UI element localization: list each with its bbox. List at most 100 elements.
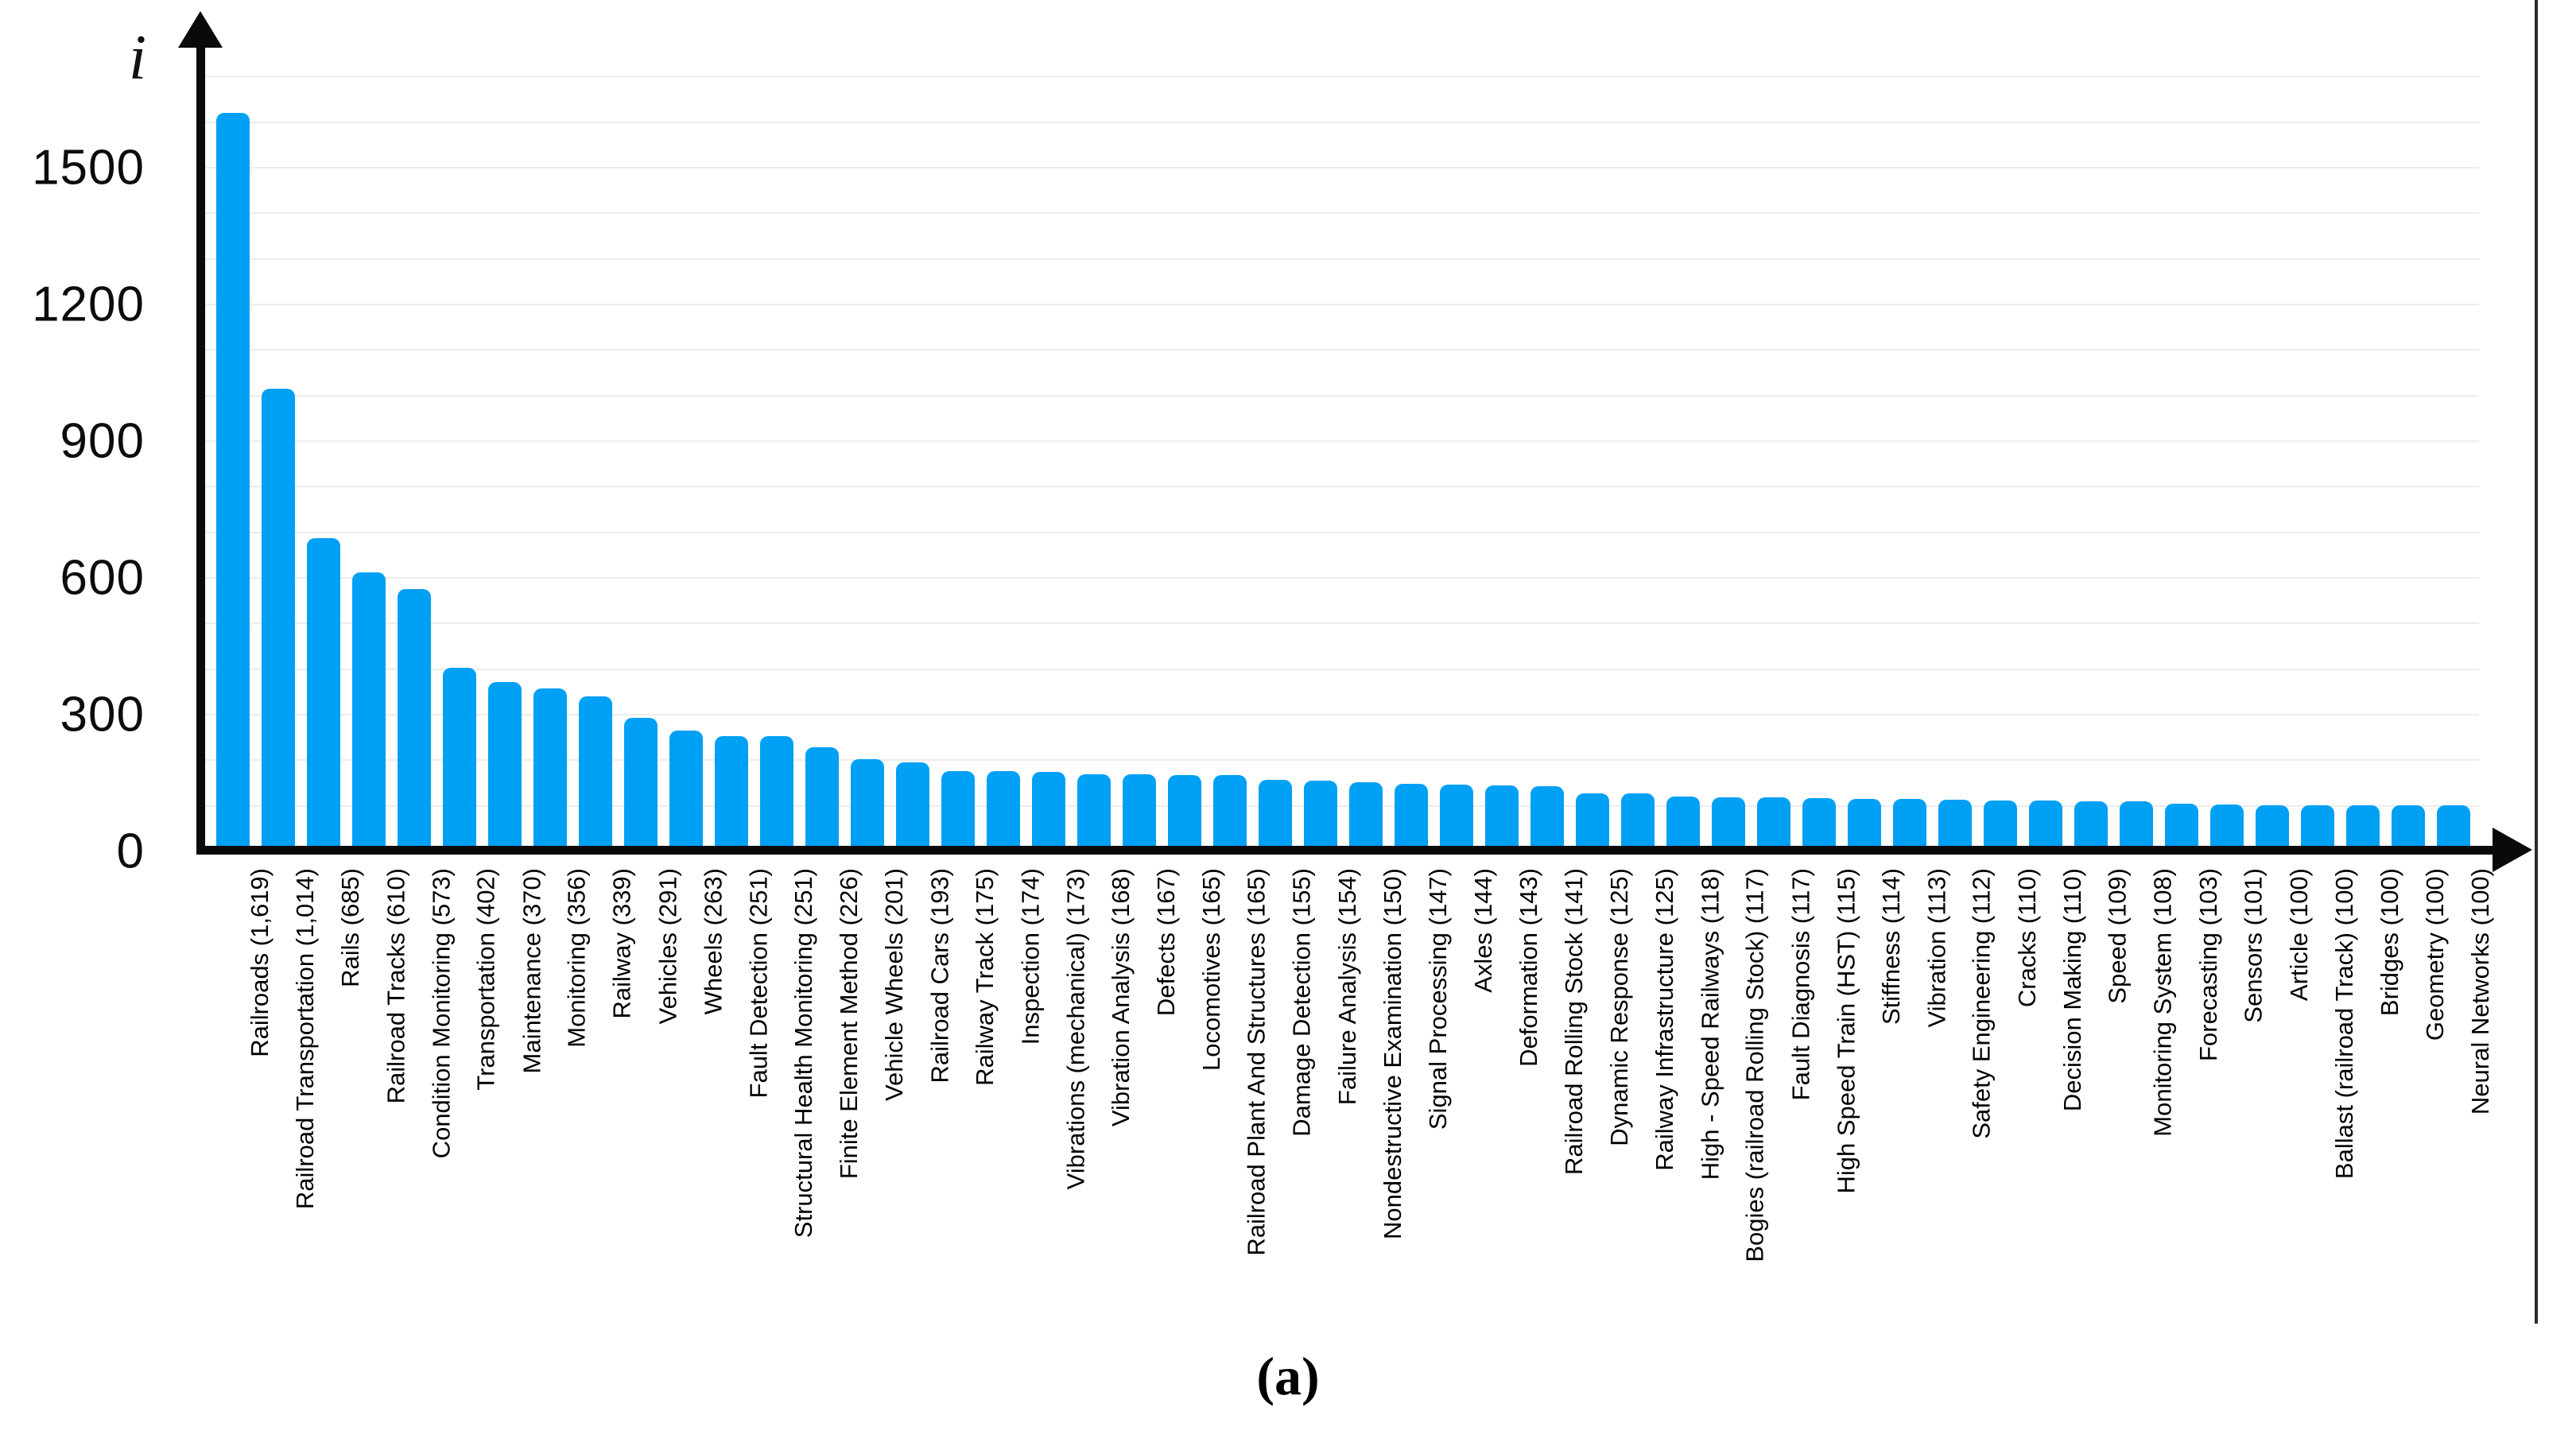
grid-line [205, 167, 2479, 169]
x-axis-line [196, 846, 2502, 855]
x-category-label: Locomotives (165) [1197, 868, 1225, 1072]
grid-line [205, 258, 2479, 260]
y-tick-label: 300 [60, 687, 145, 742]
bar-Stiffness (114) [1848, 799, 1881, 851]
x-category-label: Vehicle Wheels (201) [880, 868, 908, 1101]
bar-Inspection (174) [987, 771, 1020, 851]
x-category-label: Decision Making (110) [2058, 868, 2086, 1112]
bar-Transportation (402) [443, 668, 476, 851]
bar-Monitoring System (108) [2120, 801, 2153, 851]
bar-Locomotives (165) [1168, 775, 1201, 851]
x-category-label: Ballast (railroad Track) (100) [2330, 868, 2358, 1180]
bar-Wheels (263) [669, 731, 703, 851]
figure-right-border [2535, 0, 2538, 1324]
bar-Monitoring (356) [533, 688, 567, 851]
grid-line [205, 532, 2479, 533]
x-category-label: Failure Analysis (154) [1333, 868, 1361, 1106]
grid-line [205, 486, 2479, 487]
bar-Railroad Rolling Stock (141) [1530, 786, 1564, 851]
bar-Nondestructive Examination (150) [1349, 782, 1383, 851]
x-category-label: Sensors (101) [2240, 868, 2268, 1023]
x-category-label: Bogies (railroad Rolling Stock) (117) [1741, 868, 1769, 1262]
x-category-label: Monitoring System (108) [2149, 868, 2177, 1137]
x-category-label: Cracks (110) [2013, 868, 2041, 1008]
y-tick-label: 0 [116, 824, 145, 879]
x-category-label: Condition Monitoring (573) [427, 868, 455, 1159]
y-tick-label: 1200 [32, 277, 145, 332]
x-category-label: Safety Engineering (112) [1968, 868, 1996, 1139]
bar-Signal Processing (147) [1395, 784, 1428, 851]
bar-Railway Infrastructure (125) [1621, 793, 1655, 851]
bar-Rails (685) [307, 538, 340, 851]
x-category-label: Vehicles (291) [654, 868, 681, 1025]
bar-Vehicles (291) [624, 718, 658, 851]
bar-Vibration Analysis (168) [1077, 774, 1111, 851]
x-category-label: Railway (339) [608, 868, 636, 1019]
x-category-label: Transportation (402) [472, 868, 500, 1091]
bar-Railroad Transportation (1,014) [262, 389, 295, 851]
y-axis-arrowhead [178, 11, 223, 48]
x-category-label: Fault Detection (251) [744, 868, 772, 1099]
bar-Railway Track (175) [941, 771, 975, 851]
x-category-label: Neural Networks (100) [2466, 868, 2494, 1115]
x-category-label: Railroad Rolling Stock (141) [1560, 868, 1588, 1175]
grid-line [205, 622, 2479, 624]
bar-Railroad Cars (193) [896, 762, 929, 851]
bar-Fault Diagnosis (117) [1757, 797, 1790, 851]
y-tick-label: 900 [60, 413, 145, 469]
x-category-label: Railway Track (175) [971, 868, 999, 1086]
x-category-label: Article (100) [2285, 868, 2313, 1002]
x-category-label: Stiffness (114) [1877, 868, 1905, 1025]
bar-Vehicle Wheels (201) [851, 759, 884, 851]
x-category-label: Speed (109) [2104, 868, 2132, 1004]
grid-line [205, 212, 2479, 214]
bar-Vibrations (mechanical) (173) [1032, 772, 1065, 851]
grid-line [205, 76, 2479, 77]
x-category-label: Forecasting (103) [2194, 868, 2222, 1061]
x-category-label: Maintenance (370) [518, 868, 545, 1074]
x-category-label: Railroad Cars (193) [925, 868, 953, 1084]
x-category-label: Vibrations (mechanical) (173) [1061, 868, 1089, 1190]
bar-Dynamic Response (125) [1576, 793, 1609, 851]
x-category-label: High Speed Train (HST) (115) [1832, 868, 1860, 1194]
bar-Condition Monitoring (573) [398, 589, 431, 851]
x-category-label: Axles (144) [1469, 868, 1497, 993]
y-tick-label: 600 [60, 550, 145, 606]
x-category-label: Wheels (263) [699, 868, 727, 1015]
bar-Bridges (100) [2346, 805, 2380, 851]
bar-Geometry (100) [2392, 805, 2425, 851]
grid-line [205, 304, 2479, 305]
bar-Ballast (railroad Track) (100) [2301, 805, 2334, 851]
bar-Article (100) [2256, 805, 2289, 851]
bar-Sensors (101) [2210, 804, 2244, 851]
x-category-label: Monitoring (356) [563, 868, 591, 1048]
y-tick-label: 1500 [32, 140, 145, 196]
bar-Fault Detection (251) [715, 736, 748, 851]
bar-Structural Health Monitoring (251) [760, 736, 793, 851]
x-category-label: Railroads (1,619) [246, 868, 274, 1057]
grid-line [205, 669, 2479, 670]
x-category-label: Bridges (100) [2376, 868, 2403, 1017]
grid-line [205, 714, 2479, 715]
bar-Deformation (143) [1485, 785, 1519, 851]
bar-Decision Making (110) [2029, 801, 2062, 851]
x-category-label: Defects (167) [1152, 868, 1180, 1017]
grid-line [205, 759, 2479, 761]
x-category-label: Structural Health Monitoring (251) [789, 868, 817, 1239]
subfigure-caption: (a) [1256, 1346, 1320, 1406]
y-axis-line [196, 43, 205, 854]
x-category-label: Dynamic Response (125) [1605, 868, 1633, 1146]
x-category-label: Railway Infrastructure (125) [1651, 868, 1678, 1171]
x-category-label: Inspection (174) [1016, 868, 1044, 1045]
x-category-label: Fault Diagnosis (117) [1787, 868, 1814, 1101]
x-category-label: Nondestructive Examination (150) [1379, 868, 1406, 1239]
x-category-label: Railroad Plant And Structures (165) [1243, 868, 1271, 1256]
x-category-label: Damage Detection (155) [1288, 868, 1316, 1137]
x-category-label: Deformation (143) [1515, 868, 1542, 1067]
grid-line [205, 122, 2479, 123]
x-category-label: Vibration (113) [1922, 868, 1950, 1028]
x-category-label: High - Speed Railways (118) [1696, 868, 1724, 1181]
bar-Railway (339) [579, 696, 612, 851]
bar-High Speed Train (HST) (115) [1802, 798, 1836, 851]
